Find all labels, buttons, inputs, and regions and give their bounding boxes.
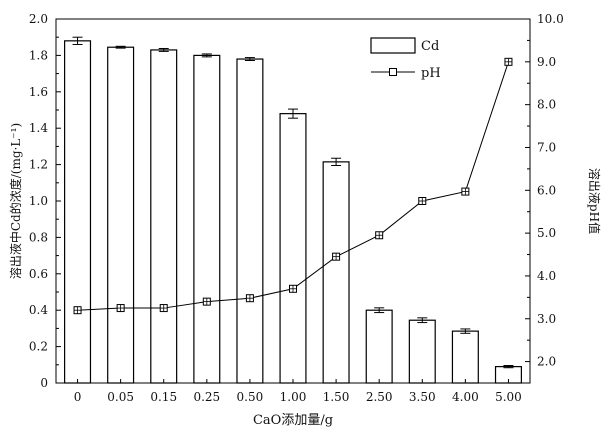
y-left-tick-label-5: 1.0 bbox=[29, 194, 48, 208]
x-tick-label-5: 1.00 bbox=[280, 390, 307, 404]
x-axis-label: CaO添加量/g bbox=[253, 413, 333, 428]
y-right-tick-label-8: 10.0 bbox=[537, 12, 564, 26]
x-tick-label-1: 0.05 bbox=[107, 390, 134, 404]
x-tick-label-2: 0.15 bbox=[150, 390, 177, 404]
bar-cd-4 bbox=[236, 58, 264, 384]
x-tick-label-6: 1.50 bbox=[323, 390, 350, 404]
y-right-tick-label-7: 9.0 bbox=[537, 55, 556, 69]
legend-label-ph: pH bbox=[421, 66, 441, 81]
y-axis-right-label: 溶出液pH值 bbox=[587, 168, 602, 234]
y-right-tick-label-0: 2.0 bbox=[537, 355, 556, 369]
legend-swatch-cd bbox=[370, 37, 416, 54]
bar-cd-9 bbox=[451, 330, 479, 384]
y-left-tick-label-0: 0 bbox=[40, 376, 48, 390]
y-left-tick-label-4: 0.8 bbox=[29, 230, 48, 244]
bar-cd-5 bbox=[279, 113, 307, 384]
bar-cd-6 bbox=[322, 161, 350, 384]
y-right-tick-label-4: 6.0 bbox=[537, 183, 556, 197]
bar-cd-7 bbox=[365, 309, 393, 384]
y-right-tick-label-3: 5.0 bbox=[537, 226, 556, 240]
y-left-tick-label-1: 0.2 bbox=[29, 340, 48, 354]
y-left-tick-label-2: 0.4 bbox=[29, 303, 48, 317]
x-tick-label-7: 2.50 bbox=[366, 390, 393, 404]
legend: Cd pH bbox=[370, 37, 441, 81]
legend-label-cd: Cd bbox=[421, 39, 439, 54]
x-tick-label-10: 5.00 bbox=[495, 390, 522, 404]
y-right-tick-label-1: 3.0 bbox=[537, 312, 556, 326]
bar-cd-8 bbox=[408, 319, 436, 384]
x-tick-label-9: 4.00 bbox=[452, 390, 479, 404]
x-tick-label-4: 0.50 bbox=[237, 390, 264, 404]
x-tick-label-3: 0.25 bbox=[193, 390, 220, 404]
x-tick-label-8: 3.50 bbox=[409, 390, 436, 404]
legend-marker-ph bbox=[389, 68, 397, 76]
y-left-tick-label-9: 1.8 bbox=[29, 48, 48, 62]
y-left-tick-label-7: 1.4 bbox=[29, 121, 48, 135]
bar-cd-1 bbox=[107, 46, 135, 384]
y-right-tick-label-6: 8.0 bbox=[537, 98, 556, 112]
bar-cd-2 bbox=[150, 49, 178, 384]
x-tick-label-0: 0 bbox=[74, 390, 82, 404]
y-left-tick-label-3: 0.6 bbox=[29, 267, 48, 281]
axes-layer: 0 0.2 0.4 0.6 0.8 1.0 1.2 1.4 1.6 1.8 2.0 2.0 3.0 4.0… bbox=[29, 12, 564, 404]
y-axis-left-label: 溶出液中Cd的浓度/(mg·L⁻¹) bbox=[8, 123, 23, 279]
y-left-tick-label-10: 2.0 bbox=[29, 12, 48, 26]
y-right-tick-label-2: 4.0 bbox=[537, 269, 556, 283]
y-left-tick-label-6: 1.2 bbox=[29, 158, 48, 172]
y-right-tick-label-5: 7.0 bbox=[537, 140, 556, 154]
bar-cd-3 bbox=[193, 54, 221, 384]
plot-layer bbox=[64, 36, 522, 384]
y-left-tick-label-8: 1.6 bbox=[29, 85, 48, 99]
bar-cd-0 bbox=[64, 40, 92, 384]
